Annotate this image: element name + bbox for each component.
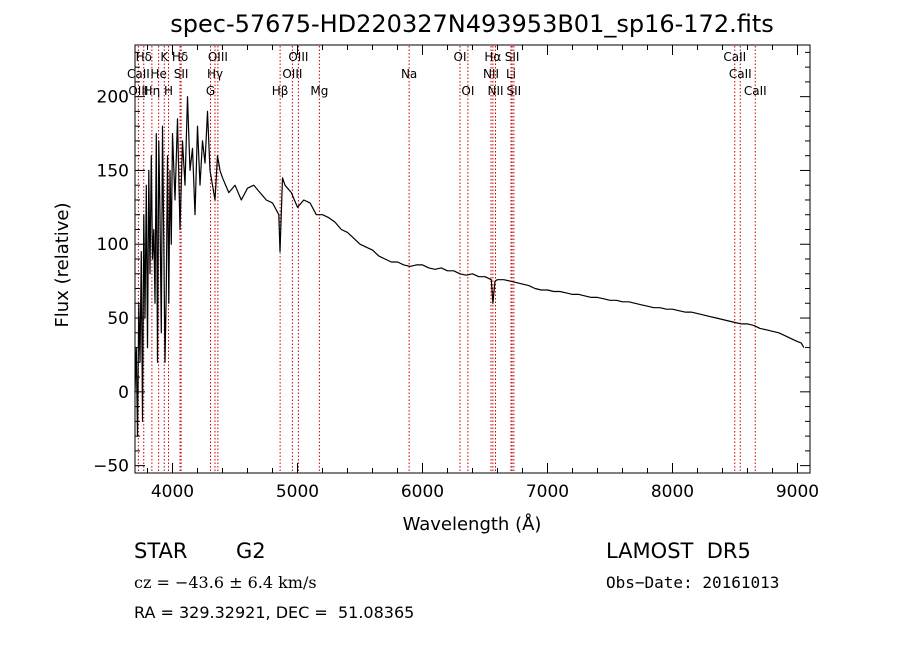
y-tick-label: 200	[97, 88, 129, 108]
spectrum-line	[134, 96, 805, 437]
emission-line-label: SII	[174, 67, 189, 81]
object-subclass: G2	[236, 539, 266, 563]
emission-line-label: NII	[487, 84, 503, 98]
emission-line-label: K	[160, 50, 169, 64]
y-tick-label: 50	[107, 309, 129, 329]
emission-line-label: CaII	[744, 84, 767, 98]
emission-line-markers	[137, 46, 756, 472]
x-tick-label: 4000	[151, 482, 194, 502]
plot-frame	[134, 44, 811, 474]
emission-line-label: OI	[461, 84, 474, 98]
x-tick-label: 6000	[401, 482, 444, 502]
emission-line-label: SII	[507, 84, 522, 98]
emission-line-label: CaII	[723, 50, 746, 64]
emission-line-label: OIII	[282, 67, 302, 81]
emission-line-label: CaII	[729, 67, 752, 81]
emission-line-label: Hγ	[207, 67, 223, 81]
emission-line-label: OIII	[128, 84, 148, 98]
y-tick-label: −50	[93, 457, 129, 477]
survey-name: LAMOST DR5	[606, 539, 751, 563]
x-axis-label: Wavelength (Å)	[403, 513, 542, 535]
emission-line-label: CaII	[127, 67, 150, 81]
y-axis: −50 0 50 100 150 200	[93, 51, 810, 477]
emission-line-label: Hη	[144, 84, 161, 98]
emission-line-label: OI	[454, 50, 467, 64]
emission-line-label: Hδ	[136, 50, 152, 64]
x-tick-label: 7000	[526, 482, 569, 502]
emission-line-label: Mg	[310, 84, 328, 98]
emission-line-label: Na	[401, 67, 417, 81]
x-tick-label: 9000	[776, 482, 819, 502]
spectrum-layer	[134, 96, 805, 437]
emission-line-label: SII	[505, 50, 520, 64]
emission-line-label: Hδ	[172, 50, 188, 64]
emission-line-label: Hβ	[272, 84, 289, 98]
x-tick-label: 5000	[276, 482, 319, 502]
y-tick-label: 100	[97, 235, 129, 255]
observation-date: Obs−Date: 20161013	[606, 573, 780, 592]
emission-line-label: OIII	[208, 50, 228, 64]
emission-line-label: NII	[483, 67, 499, 81]
y-tick-label: 150	[97, 161, 129, 181]
emission-line-label: OIII	[288, 50, 308, 64]
y-tick-label: 0	[118, 383, 129, 403]
chart-title: spec-57675-HD220327N493953B01_sp16-172.f…	[170, 10, 774, 38]
object-type: STAR	[134, 539, 188, 563]
emission-line-label: Li	[506, 67, 516, 81]
emission-line-label: He	[150, 67, 166, 81]
coordinates: RA = 329.32921, DEC = 51.08365	[134, 603, 415, 622]
x-tick-label: 8000	[651, 482, 694, 502]
y-axis-label: Flux (relative)	[52, 202, 73, 327]
x-axis: 4000 5000 6000 7000 8000 9000	[147, 45, 819, 502]
emission-line-label: Hα	[484, 50, 501, 64]
emission-line-label: H	[164, 84, 173, 98]
redshift-label: cz = −43.6 ± 6.4 km/s	[134, 573, 317, 592]
emission-line-label: G	[206, 84, 215, 98]
